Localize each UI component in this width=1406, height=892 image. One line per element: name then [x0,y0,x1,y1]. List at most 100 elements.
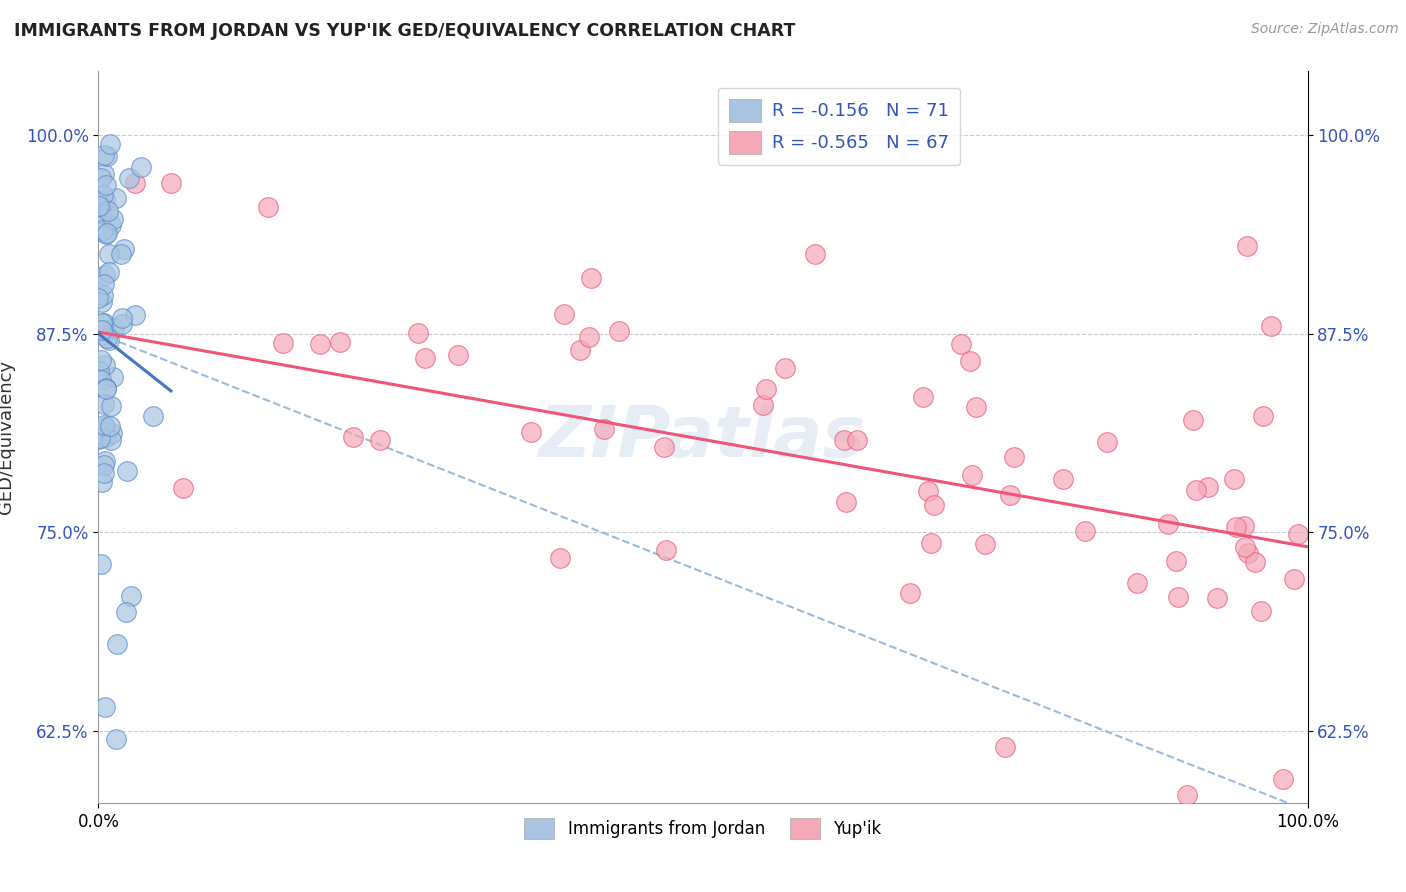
Point [98,333,121,347]
Point [256,200,278,214]
Point [1223,472,1246,486]
Point [93,168,115,182]
Point [87,199,110,213]
Point [1250,604,1272,618]
Point [1157,516,1180,531]
Point [90,352,112,367]
Point [342,430,364,444]
Point [755,382,778,396]
Point [91,328,114,343]
Point [1166,554,1188,568]
Point [90,558,112,572]
Point [1286,527,1309,541]
Point [105,637,128,651]
Point [329,334,352,349]
Point [271,335,294,350]
Point [93,700,115,714]
Point [655,542,678,557]
Point [91,475,114,490]
Text: ZIPatlas: ZIPatlas [540,402,866,472]
Point [965,400,987,414]
Point [110,247,132,261]
Point [91,323,114,337]
Point [408,326,430,340]
Point [775,360,797,375]
Point [1052,472,1074,486]
Point [994,740,1017,755]
Point [1167,590,1189,604]
Point [112,242,135,256]
Point [94,194,117,208]
Point [91,223,114,237]
Point [950,337,973,351]
Point [100,219,122,233]
Point [1126,575,1149,590]
Point [93,397,115,411]
Point [520,425,543,439]
Point [1237,546,1260,560]
Point [124,308,146,322]
Point [846,433,869,447]
Point [568,343,591,357]
Point [94,382,117,396]
Point [447,347,470,361]
Point [89,432,111,446]
Point [1000,488,1022,502]
Point [124,176,146,190]
Text: IMMIGRANTS FROM JORDAN VS YUP'IK GED/EQUIVALENCY CORRELATION CHART: IMMIGRANTS FROM JORDAN VS YUP'IK GED/EQU… [14,22,796,40]
Point [94,420,117,434]
Point [89,199,111,213]
Point [94,358,117,372]
Point [752,398,775,412]
Point [1233,519,1256,533]
Point [91,288,114,302]
Point [117,464,139,478]
Point [96,149,118,163]
Point [90,373,112,387]
Point [101,211,124,226]
Point [94,178,117,192]
Point [1184,483,1206,498]
Point [142,409,165,423]
Point [553,307,575,321]
Point [94,227,117,241]
Point [581,270,603,285]
Point [93,148,115,162]
Point [309,337,332,351]
Point [93,418,115,433]
Point [1251,409,1274,424]
Point [87,292,110,306]
Point [160,176,183,190]
Point [94,381,117,395]
Point [93,453,115,467]
Point [592,422,614,436]
Point [607,324,630,338]
Point [172,481,194,495]
Point [101,426,124,441]
Point [93,316,115,330]
Point [917,484,939,499]
Point [959,354,981,368]
Point [103,321,125,335]
Point [974,537,997,551]
Point [96,331,118,345]
Point [1260,318,1282,333]
Point [111,317,134,331]
Point [93,277,115,291]
Point [120,589,142,603]
Point [578,329,600,343]
Point [87,198,110,212]
Point [91,207,114,221]
Point [100,400,122,414]
Point [1073,524,1095,538]
Point [922,498,945,512]
Point [835,495,858,509]
Point [898,585,921,599]
Text: Source: ZipAtlas.com: Source: ZipAtlas.com [1251,22,1399,37]
Point [105,190,128,204]
Point [101,369,124,384]
Point [1197,480,1219,494]
Point [89,199,111,213]
Point [97,265,120,279]
Point [960,468,983,483]
